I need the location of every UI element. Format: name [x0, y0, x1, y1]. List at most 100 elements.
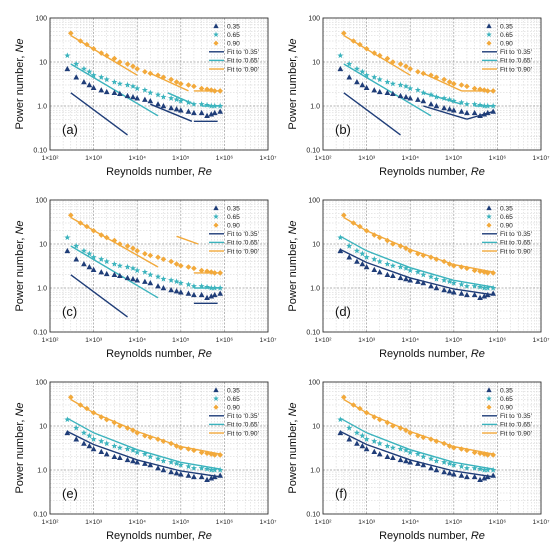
x-tick-label: 1×10⁵ — [445, 337, 463, 344]
plot-area — [50, 382, 268, 514]
data-point-090 — [371, 414, 378, 420]
data-point-035 — [490, 108, 497, 114]
y-tick-label: 0.10 — [306, 330, 320, 337]
data-point-035 — [86, 82, 93, 88]
data-point-065 — [124, 81, 131, 88]
legend-marker — [486, 222, 492, 228]
legend-label: Fit to '0.65' — [500, 58, 532, 65]
data-point-035 — [484, 109, 491, 116]
data-point-035 — [477, 294, 483, 301]
data-point-065 — [420, 453, 427, 460]
data-point-065 — [64, 234, 71, 241]
data-point-065 — [353, 65, 360, 72]
y-tick-label: 1.0 — [310, 468, 320, 475]
data-point-090 — [471, 449, 478, 456]
legend-label: 0.90 — [500, 405, 513, 412]
data-point-035 — [198, 473, 205, 480]
legend-marker — [486, 23, 492, 29]
data-point-035 — [428, 465, 434, 471]
data-point-065 — [353, 429, 360, 436]
data-point-065 — [427, 455, 435, 462]
x-tick-label: 1×10³ — [358, 519, 376, 526]
x-axis-title: Reynolds number, Re — [106, 166, 212, 178]
y-tick-label: 1.0 — [37, 104, 47, 111]
x-tick-label: 1×10⁷ — [260, 155, 278, 162]
data-point-065 — [141, 450, 148, 457]
data-point-090 — [433, 256, 440, 263]
data-point-090 — [168, 440, 174, 447]
data-point-065 — [73, 242, 80, 249]
data-point-065 — [414, 86, 421, 93]
data-point-035 — [354, 258, 360, 264]
data-point-065 — [389, 262, 396, 269]
data-point-035 — [177, 107, 184, 113]
legend-label: 0.65 — [227, 396, 240, 403]
data-point-090 — [77, 402, 84, 408]
data-point-065 — [173, 96, 180, 103]
data-point-065 — [337, 234, 344, 241]
data-point-035 — [134, 95, 141, 101]
data-point-035 — [98, 269, 105, 275]
fit-line-035 — [150, 103, 193, 122]
x-axis-title: Reynolds number, Re — [106, 530, 212, 542]
data-point-035 — [211, 291, 218, 298]
data-point-090 — [217, 270, 223, 276]
data-point-035 — [111, 271, 118, 278]
data-point-035 — [211, 109, 218, 116]
data-point-065 — [359, 250, 366, 257]
data-point-065 — [433, 93, 440, 100]
data-point-065 — [80, 65, 87, 72]
data-point-090 — [147, 70, 154, 77]
data-point-090 — [204, 86, 210, 93]
data-point-065 — [376, 76, 383, 83]
data-point-035 — [103, 88, 110, 95]
chart-panel-d: 1×10² 1×10³ 1×10⁴ 1×10⁵ 1×10⁶ 1×10⁷ 0.10 1.0 10 1… — [287, 198, 550, 361]
data-point-090 — [458, 264, 465, 270]
data-point-065 — [147, 271, 154, 278]
data-point-035 — [177, 289, 184, 295]
panel-label: (c) — [62, 304, 77, 319]
panel-label: (d) — [335, 304, 351, 319]
y-axis-title: Power number, Ne — [14, 38, 26, 129]
data-point-035 — [403, 276, 409, 282]
data-point-065 — [337, 52, 344, 59]
x-tick-label: 1×10³ — [358, 337, 376, 344]
data-point-035 — [359, 82, 366, 88]
x-tick-label: 1×10⁴ — [401, 337, 419, 344]
x-tick-label: 1×10² — [42, 519, 60, 526]
data-point-035 — [173, 288, 180, 294]
data-point-065 — [217, 466, 224, 473]
data-point-090 — [433, 74, 440, 81]
data-point-090 — [117, 59, 123, 65]
data-point-090 — [130, 63, 136, 70]
data-point-035 — [130, 276, 136, 282]
data-point-090 — [415, 68, 421, 75]
data-point-035 — [446, 288, 453, 294]
plot-frame — [49, 199, 269, 333]
legend-label: Fit to '0.90' — [500, 248, 532, 255]
x-axis-title: Reynolds number, Re — [379, 348, 485, 360]
data-point-090 — [142, 250, 148, 257]
data-point-090 — [208, 87, 215, 93]
x-axis-title: Reynolds number, Re — [379, 166, 485, 178]
data-point-065 — [402, 265, 410, 271]
data-point-065 — [103, 440, 110, 447]
data-point-035 — [371, 87, 378, 93]
data-point-065 — [111, 260, 118, 267]
data-point-090 — [433, 438, 440, 445]
x-tick-label: 1×10³ — [85, 337, 103, 344]
legend-marker — [486, 395, 492, 402]
data-point-035 — [346, 436, 353, 442]
data-point-035 — [403, 458, 409, 464]
legend-label: Fit to '0.90' — [500, 430, 532, 437]
data-point-035 — [185, 472, 192, 478]
data-point-090 — [142, 68, 148, 75]
plot-frame — [322, 381, 542, 515]
legend-marker — [213, 395, 219, 402]
data-point-090 — [204, 450, 210, 457]
plot-frame — [49, 381, 269, 515]
data-point-065 — [477, 465, 484, 472]
data-point-065 — [98, 256, 105, 262]
data-point-090 — [371, 50, 378, 56]
data-point-090 — [211, 88, 218, 94]
